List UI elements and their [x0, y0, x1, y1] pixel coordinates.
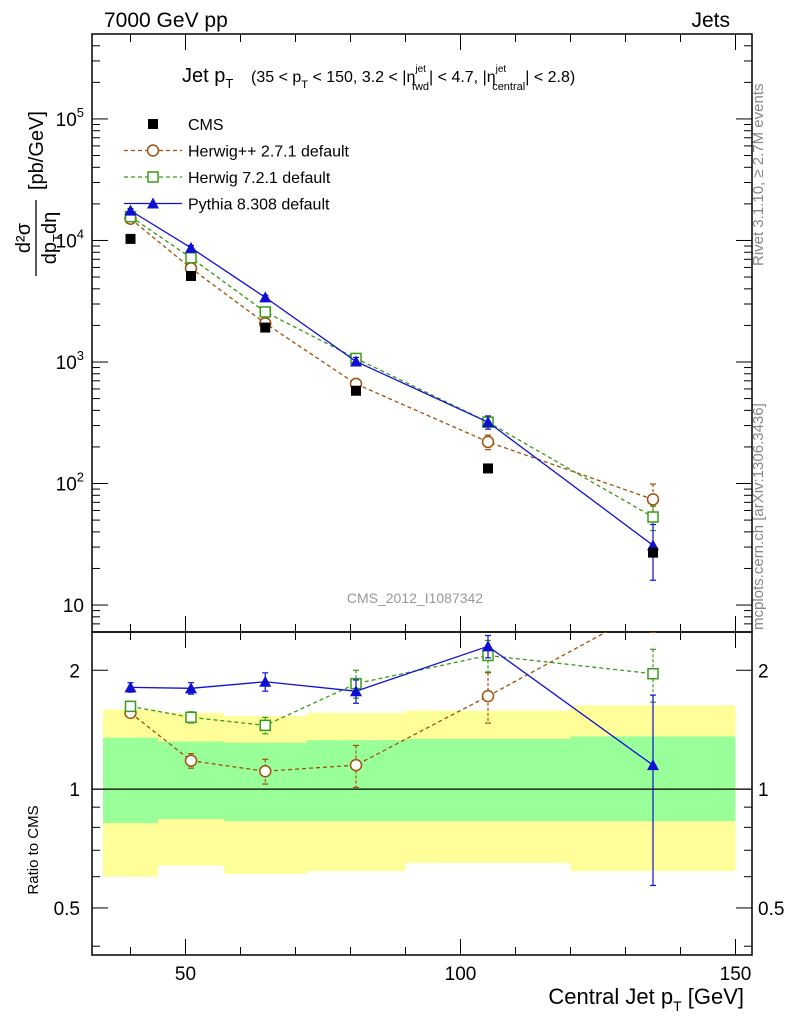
y-tick-label: 102 [56, 470, 84, 496]
band-inner [103, 737, 158, 824]
herwig-marker [185, 252, 197, 264]
pythia-line [130, 210, 654, 546]
pythia-marker [647, 539, 659, 551]
y-tick-label: 104 [56, 226, 84, 252]
ratio-herwigpp-marker [648, 601, 659, 612]
pythia-marker [259, 291, 272, 303]
ratio-plot: 50 100 150 0.5 0.5 1 1 2 2 [54, 601, 784, 985]
herwig-line [130, 216, 654, 518]
pythia-marker [482, 416, 494, 428]
legend-marker [148, 119, 158, 129]
x-tick-label: 100 [445, 964, 477, 985]
cms-data-point [125, 233, 136, 244]
ratio-herwigpp-marker [481, 689, 495, 703]
pythia-marker [185, 241, 197, 253]
y-tick-label-left: 0.5 [54, 899, 80, 920]
legend-label: Pythia 8.308 default [188, 197, 330, 214]
header-left: 7000 GeV pp [104, 9, 228, 32]
pythia-marker [350, 355, 362, 367]
svg-text:d²σ: d²σ [13, 222, 35, 253]
x-axis-title: Central Jet pT [GeV] [548, 984, 744, 1014]
pythia-marker [124, 204, 137, 216]
legend: CMS Herwig++ 2.7.1 default Herwig 7.2.1 de… [124, 117, 350, 214]
legend-label: Herwig++ 2.7.1 default [188, 144, 350, 161]
y-tick-label-right: 2 [758, 661, 769, 682]
cms-data-point [260, 322, 271, 333]
herwig-marker [259, 306, 271, 318]
top-series [124, 204, 660, 581]
header-right: Jets [691, 9, 730, 32]
x-tick-label: 150 [720, 964, 752, 985]
y-tick-label-left: 1 [69, 780, 80, 801]
legend-marker [147, 197, 159, 209]
cms-data-point [648, 547, 658, 558]
legend-marker [147, 171, 159, 183]
ratio-pythia-marker [259, 675, 272, 687]
y-tick-label-left: 2 [69, 661, 80, 682]
y-tick-label-right: 0.5 [758, 899, 784, 920]
rivet-label: Rivet 3.1.10, ≥ 2.7M events [750, 84, 767, 267]
cms-data-point [186, 271, 196, 282]
ratio-herwigpp-line [130, 632, 608, 772]
y-axis-title-bottom: Ratio to CMS [25, 805, 42, 894]
y-tick-label: 105 [56, 105, 84, 131]
ratio-pythia-marker [482, 640, 494, 652]
cms-data-point [351, 385, 361, 396]
svg-text:[pb/GeV]: [pb/GeV] [26, 111, 48, 190]
ratio-herwig-marker [124, 700, 137, 713]
legend-label: CMS [188, 117, 224, 134]
herwigpp-marker [481, 435, 495, 449]
ratio-series [124, 601, 659, 887]
ratio-pythia-marker [185, 682, 197, 694]
y-tick-label: 10 [63, 596, 84, 617]
plot-title: Jet pT (35 < pT < 150, 3.2 < |ηjet fwd| <… [182, 64, 575, 93]
legend-label: Herwig 7.2.1 default [188, 170, 331, 187]
ratio-herwigpp-marker [259, 764, 272, 778]
ratio-herwigpp-marker [349, 758, 363, 772]
analysis-watermark: CMS_2012_I1087342 [347, 590, 483, 606]
y-tick-label: 103 [56, 348, 84, 374]
ratio-pythia-marker [124, 681, 137, 693]
x-tick-label: 50 [175, 964, 196, 985]
main-plot: 10 102 103 104 105 [56, 33, 753, 633]
band-inner [405, 738, 571, 822]
ratio-pythia-marker [647, 759, 659, 771]
herwigpp-marker [646, 493, 660, 506]
y-tick-label-right: 1 [758, 780, 769, 801]
svg-text:dpTdη: dpTdη [39, 212, 65, 264]
svg-text:Jet pT: Jet pT [182, 65, 233, 91]
ratio-herwig-marker [259, 719, 271, 732]
ratio-herwig-line [130, 654, 654, 727]
ratio-pythia-line [130, 645, 654, 766]
cms-data-point [483, 463, 493, 474]
mcplots-label: mcplots.cern.ch [arXiv:1306.3436] [750, 403, 767, 630]
y-axis-title-top: d²σ dpTdη [pb/GeV] [13, 111, 65, 276]
ratio-pythia-marker [350, 685, 362, 697]
ratio-herwig-marker [647, 667, 659, 680]
ratio-herwig-marker [185, 711, 197, 724]
legend-marker [146, 144, 160, 157]
herwig-marker [647, 511, 659, 523]
herwigpp-line [130, 218, 654, 501]
ratio-herwigpp-marker [184, 754, 198, 767]
bottom-frame [91, 631, 753, 956]
